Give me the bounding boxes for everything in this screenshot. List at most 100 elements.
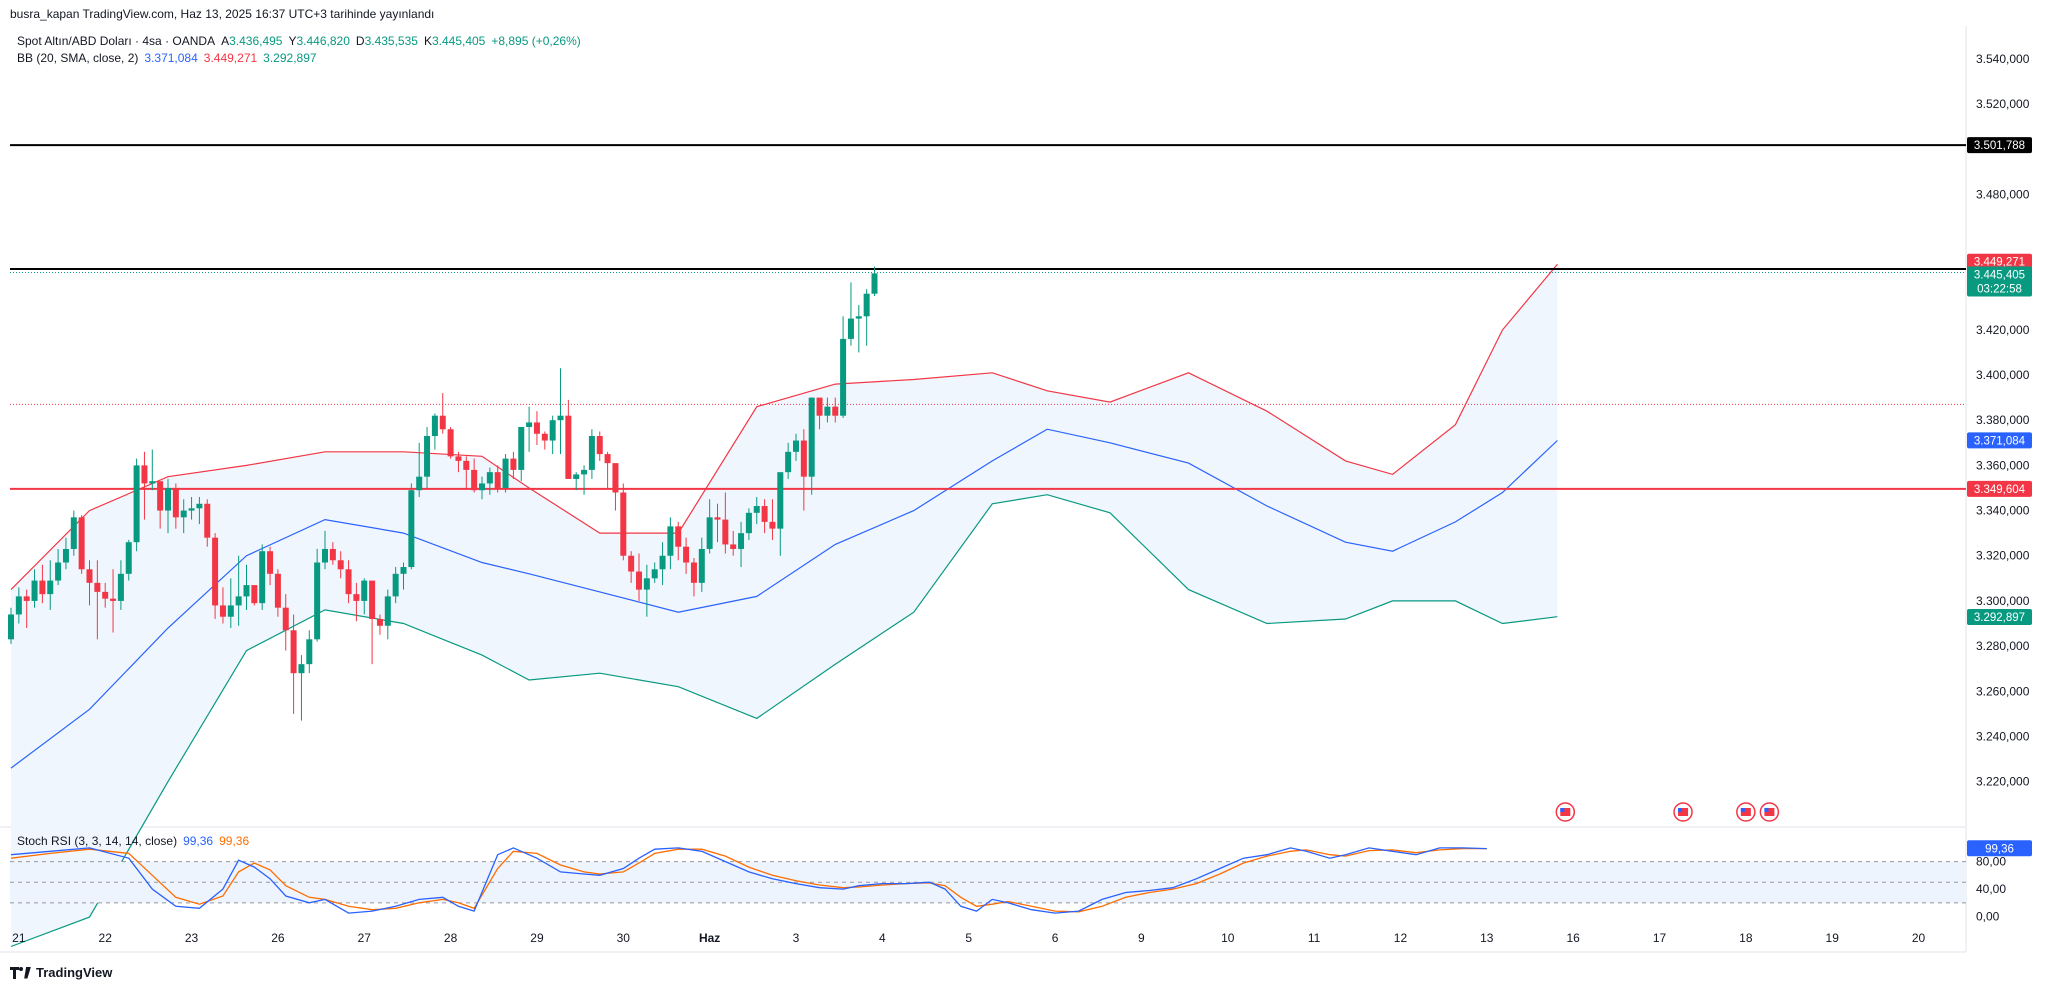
stoch-label[interactable]: Stoch RSI (3, 3, 14, 14, close) [17, 834, 178, 848]
candle-body [573, 474, 580, 479]
time-tick-label: 27 [358, 931, 372, 945]
candle-body [62, 548, 69, 563]
candle-body [424, 436, 431, 477]
candle-body [235, 596, 242, 606]
flag-stripe-icon [1678, 808, 1689, 816]
price-tick-label: 3.420,000 [1976, 323, 2030, 337]
candle-body [698, 548, 705, 583]
candle-body [628, 555, 635, 572]
time-tick-label: 26 [271, 931, 285, 945]
open-label: A [221, 34, 230, 48]
candle-body [863, 293, 870, 317]
stoch-tick-label: 40,00 [1976, 882, 2006, 896]
candle-body [761, 506, 768, 522]
bb-basis-value: 3.371,084 [144, 51, 198, 65]
published-caption: busra_kapan TradingView.com, Haz 13, 202… [10, 7, 435, 21]
candle-body [471, 469, 478, 491]
candle-body [219, 605, 226, 617]
stoch-legend[interactable]: Stoch RSI (3, 3, 14, 14, close) 99,36 99,3… [17, 834, 255, 848]
main-legend[interactable]: Spot Altın/ABD Doları · 4sa · OANDA A3.43… [17, 34, 587, 48]
flag-canton-icon [1740, 808, 1745, 812]
time-tick-label: 11 [1308, 931, 1321, 945]
time-tick-label: 6 [1052, 931, 1059, 945]
candle-body [636, 571, 642, 590]
tradingview-logo[interactable]: TradingView [10, 965, 112, 980]
candle-body [541, 433, 548, 441]
candle-body [290, 630, 297, 674]
time-tick-label: 20 [1912, 931, 1926, 945]
candle-body [588, 436, 595, 470]
candle-body [643, 578, 650, 590]
bb-label[interactable]: BB (20, SMA, close, 2) [17, 51, 139, 65]
candle-body [651, 569, 658, 579]
candle-body [549, 420, 556, 441]
time-tick-label: 28 [444, 931, 458, 945]
symbol-name[interactable]: Spot Altın/ABD Doları · 4sa · OANDA [17, 34, 216, 48]
stoch-value-tag: 99,36 [1985, 843, 2014, 855]
last-price-tag-countdown: 03:22:58 [1977, 283, 2022, 295]
price-tick-label: 3.400,000 [1976, 368, 2030, 382]
candle-body [557, 415, 564, 421]
low-value: 3.435,535 [364, 34, 418, 48]
candle-body [730, 544, 737, 549]
candle-body [78, 517, 85, 570]
candle-body [800, 440, 807, 477]
candle-body [188, 508, 195, 511]
candle-body [808, 397, 815, 477]
close-value: 3.445,405 [431, 34, 486, 48]
candle-body [439, 415, 446, 430]
candle-body [149, 481, 156, 484]
candle-body [39, 580, 46, 595]
candle-body [502, 458, 509, 488]
candle-body [23, 596, 30, 601]
time-tick-label: 10 [1221, 931, 1235, 945]
candle-body [384, 596, 391, 626]
candle-body [165, 487, 171, 511]
bb-legend[interactable]: BB (20, SMA, close, 2) 3.371,084 3.449,271… [17, 51, 323, 65]
candle-body [722, 519, 729, 545]
flag-canton-icon [1678, 808, 1683, 812]
high-value: 3.446,820 [296, 34, 350, 48]
level-price-tag-bg [1967, 137, 2032, 154]
candle-body [675, 526, 682, 547]
stoch-tick-label: 0,00 [1976, 910, 2000, 924]
event-markers[interactable] [1555, 802, 1780, 822]
horizontal-levels[interactable] [10, 144, 1966, 490]
time-tick-label: 19 [1826, 931, 1840, 945]
candle-body [510, 458, 517, 470]
candle-body [329, 548, 336, 561]
candle-body [824, 406, 831, 416]
flag-canton-icon [1764, 808, 1769, 812]
bb-lower-tag-bg [1967, 608, 2032, 625]
level-price-tag: 3.501,788 [1974, 140, 2025, 152]
time-axis[interactable]: 21 22 23 26 27 28 29 30 Haz 3 4 5 6 9 10 11 12 13 16 17 18 19… [12, 931, 1925, 945]
candle-body [793, 440, 799, 452]
time-tick-label: 22 [99, 931, 113, 945]
candle-body [596, 436, 603, 455]
flag-stripe-icon [1764, 808, 1775, 816]
candle-body [769, 521, 776, 529]
bb-fill [11, 264, 1558, 947]
close-label: K [423, 34, 432, 48]
candle-body [690, 562, 697, 583]
candle-body [840, 338, 847, 416]
price-tags: 3.501,7883.446,9673.349,6043.449,2713.44… [1967, 137, 2032, 857]
candle-body [526, 422, 533, 427]
candle-body [227, 605, 234, 617]
time-tick-label: 9 [1138, 931, 1145, 945]
candle-body [832, 406, 839, 416]
candle-body [785, 451, 792, 473]
candle-body [212, 537, 219, 606]
candle-body [196, 503, 203, 509]
candle-body [267, 551, 274, 574]
tradingview-logo-icon [10, 966, 32, 979]
candle-body [345, 569, 352, 595]
open-value: 3.436,495 [229, 34, 283, 48]
candle-body [620, 492, 627, 556]
time-tick-label: 18 [1739, 931, 1753, 945]
price-tick-label: 3.220,000 [1976, 775, 2030, 789]
price-axis[interactable]: 3.540,000 3.520,000 3.480,000 3.420,000 3.40… [1976, 52, 2030, 924]
candle-body [282, 607, 289, 631]
price-tick-label: 3.360,000 [1976, 458, 2030, 472]
